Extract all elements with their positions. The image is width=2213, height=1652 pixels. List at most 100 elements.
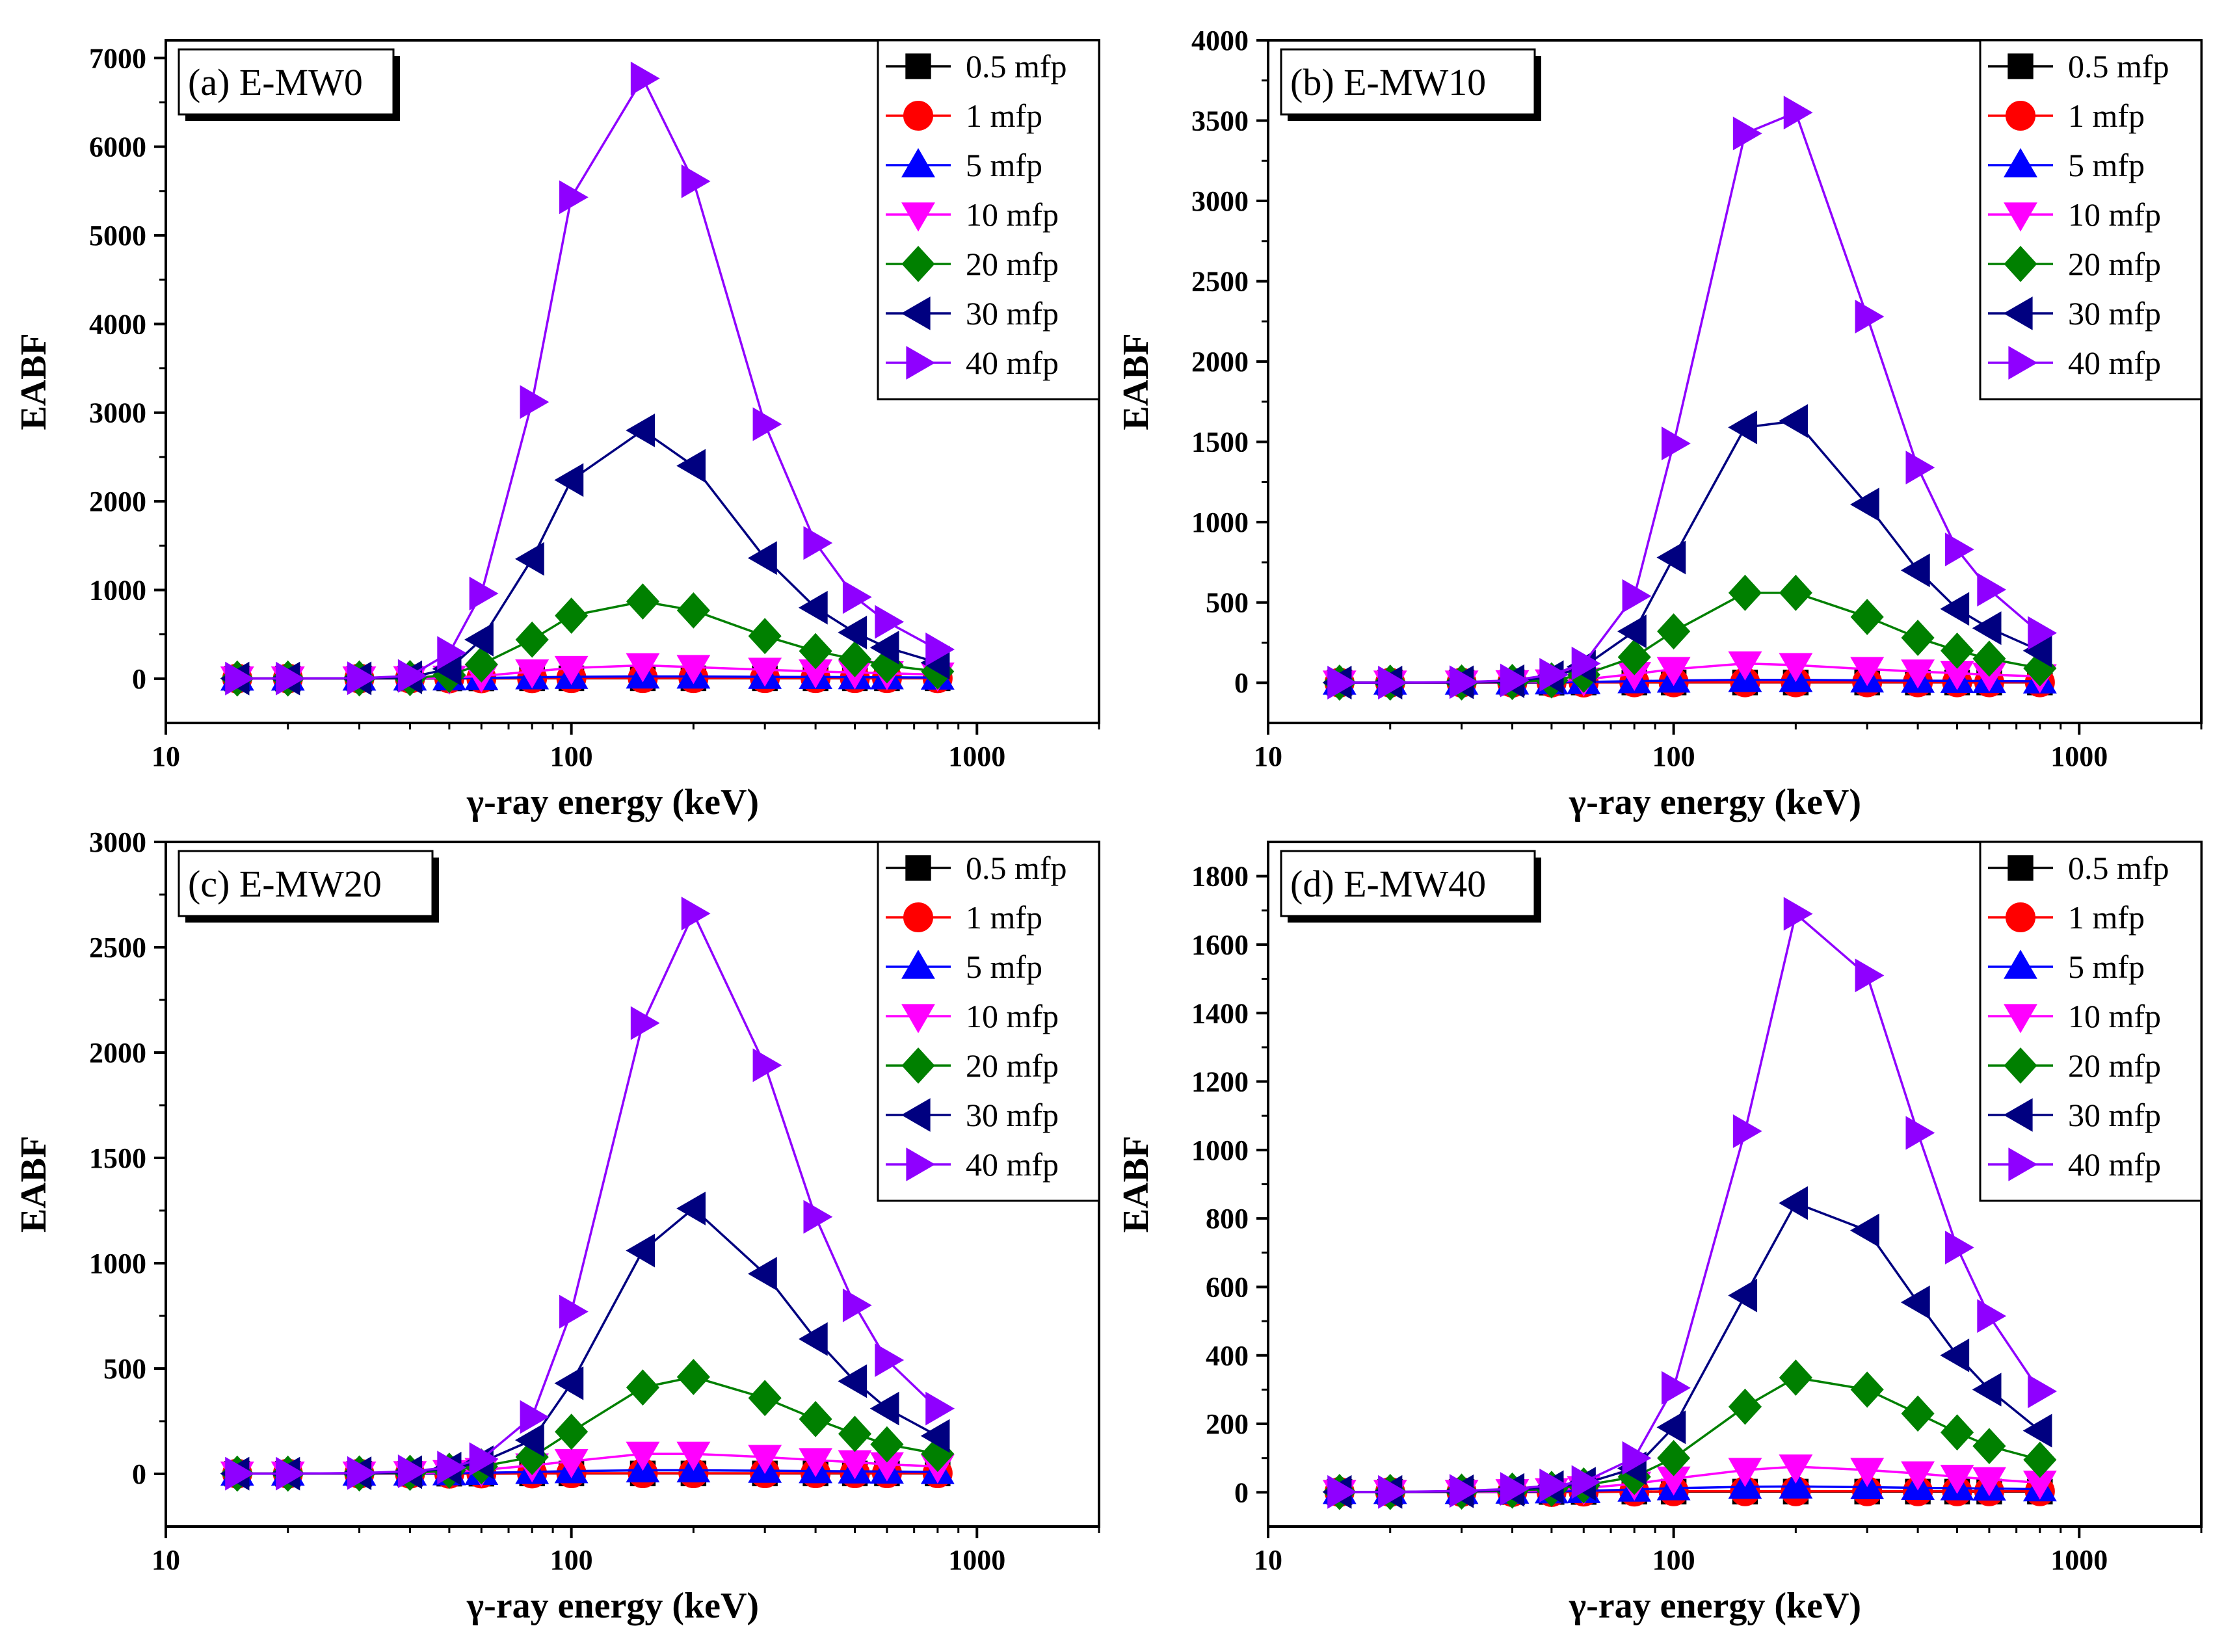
data-point	[1850, 1458, 1885, 1488]
data-point	[1327, 666, 1357, 700]
x-tick-label: 100	[550, 1544, 593, 1576]
data-point	[626, 583, 660, 620]
data-point	[1500, 1472, 1530, 1506]
data-point	[1622, 579, 1652, 613]
data-point	[925, 1391, 955, 1426]
legend-label: 10 mfp	[966, 196, 1059, 233]
data-point	[1940, 592, 1970, 626]
data-point	[748, 657, 782, 687]
data-point	[1656, 1410, 1686, 1445]
legend-marker	[2004, 1047, 2037, 1084]
data-point	[1944, 1230, 1974, 1265]
y-tick-label: 1000	[1191, 506, 1249, 538]
data-point	[1657, 1439, 1691, 1476]
legend-marker	[901, 148, 935, 177]
legend-label: 0.5 mfp	[966, 48, 1067, 85]
legend-label: 30 mfp	[2068, 295, 2161, 332]
y-tick-label: 3000	[89, 397, 146, 429]
data-point	[515, 1423, 544, 1458]
y-tick-label: 0	[1234, 667, 1249, 699]
data-point	[626, 653, 660, 683]
y-tick-label: 2000	[89, 1037, 146, 1069]
data-point	[799, 633, 832, 670]
y-tick-label: 3500	[1191, 105, 1249, 137]
legend-marker	[901, 1098, 931, 1132]
data-point	[1972, 1372, 2002, 1407]
data-point	[1732, 1114, 1762, 1148]
data-point	[1972, 611, 2002, 646]
data-point	[838, 640, 872, 677]
legend-label: 10 mfp	[2068, 998, 2161, 1034]
legend-marker	[901, 296, 931, 330]
data-point	[1977, 1299, 2007, 1333]
y-tick-label: 200	[1206, 1408, 1249, 1440]
data-point	[748, 1380, 782, 1417]
legend-label: 10 mfp	[966, 998, 1059, 1034]
data-point	[1977, 573, 2007, 607]
legend-label: 1 mfp	[966, 98, 1042, 134]
data-point	[1378, 1475, 1407, 1509]
y-tick-label: 4000	[1191, 25, 1249, 57]
data-point	[554, 1366, 584, 1400]
data-point	[1728, 410, 1758, 445]
legend-marker	[901, 949, 935, 979]
legend-label: 40 mfp	[966, 345, 1059, 381]
legend-label: 20 mfp	[966, 246, 1059, 282]
chart-panel-3: 0 500 1000 1500 2000 2500 3000 10 100 1000 γ-ray e…	[14, 826, 1100, 1626]
series-40-mfp	[1327, 897, 2058, 1509]
data-point	[1940, 632, 1974, 669]
data-point	[626, 1369, 660, 1406]
data-point	[747, 541, 777, 575]
x-axis-title: γ-ray energy (keV)	[466, 1586, 759, 1626]
data-point	[554, 463, 584, 497]
data-point	[1617, 638, 1651, 675]
data-point	[1779, 1469, 1813, 1499]
legend-label: 30 mfp	[966, 1097, 1059, 1133]
data-point	[1571, 646, 1601, 681]
data-point	[1728, 575, 1762, 611]
y-tick-label: 1800	[1191, 861, 1249, 893]
panel-title: (a) E-MW0	[188, 61, 363, 103]
series-30-mfp	[1322, 404, 2052, 700]
series-30-mfp	[220, 1191, 950, 1491]
data-point	[1449, 665, 1479, 700]
data-point	[838, 1364, 868, 1398]
legend-marker	[2004, 202, 2037, 232]
series-40-mfp	[225, 61, 955, 696]
x-tick-label: 100	[1652, 741, 1695, 772]
data-point	[2028, 1374, 2058, 1408]
data-point	[1732, 116, 1762, 151]
series-line	[1339, 1201, 2041, 1493]
legend-marker	[901, 1047, 935, 1084]
data-point	[276, 1456, 305, 1491]
data-point	[1905, 451, 1935, 485]
legend: 0.5 mfp 1 mfp 5 mfp 10 mfp 20 mfp 30 mfp 40 mf…	[1979, 841, 2203, 1202]
chart-panel-2: 0 500 1000 1500 2000 2500 3000 3500 4000 10 100 100…	[1116, 25, 2203, 822]
legend-marker	[2008, 855, 2034, 881]
legend-marker	[906, 346, 936, 380]
data-point	[676, 449, 706, 483]
legend: 0.5 mfp 1 mfp 5 mfp 10 mfp 20 mfp 30 mfp 40 mf…	[877, 841, 1100, 1202]
series-line	[1339, 592, 2041, 684]
legend-marker	[2006, 902, 2035, 932]
data-point	[1571, 1465, 1601, 1499]
data-point	[2022, 1413, 2052, 1448]
legend: 0.5 mfp 1 mfp 5 mfp 10 mfp 20 mfp 30 mfp 40 mf…	[1979, 39, 2203, 400]
data-point	[437, 1450, 467, 1485]
y-tick-label: 400	[1206, 1340, 1249, 1372]
y-tick-label: 2000	[89, 486, 146, 518]
data-point	[798, 1322, 828, 1356]
data-point	[1728, 1278, 1758, 1313]
data-point	[1849, 488, 1879, 521]
data-point	[1779, 1359, 1812, 1396]
x-tick-label: 10	[1254, 741, 1282, 772]
x-tick-label: 10	[1254, 1544, 1282, 1576]
data-point	[799, 1400, 832, 1437]
series-line	[237, 911, 939, 1475]
x-axis-title: γ-ray energy (keV)	[1569, 782, 1861, 822]
legend-marker	[905, 855, 931, 881]
data-point	[752, 1048, 782, 1082]
data-point	[1855, 958, 1885, 993]
data-point	[1656, 540, 1686, 575]
